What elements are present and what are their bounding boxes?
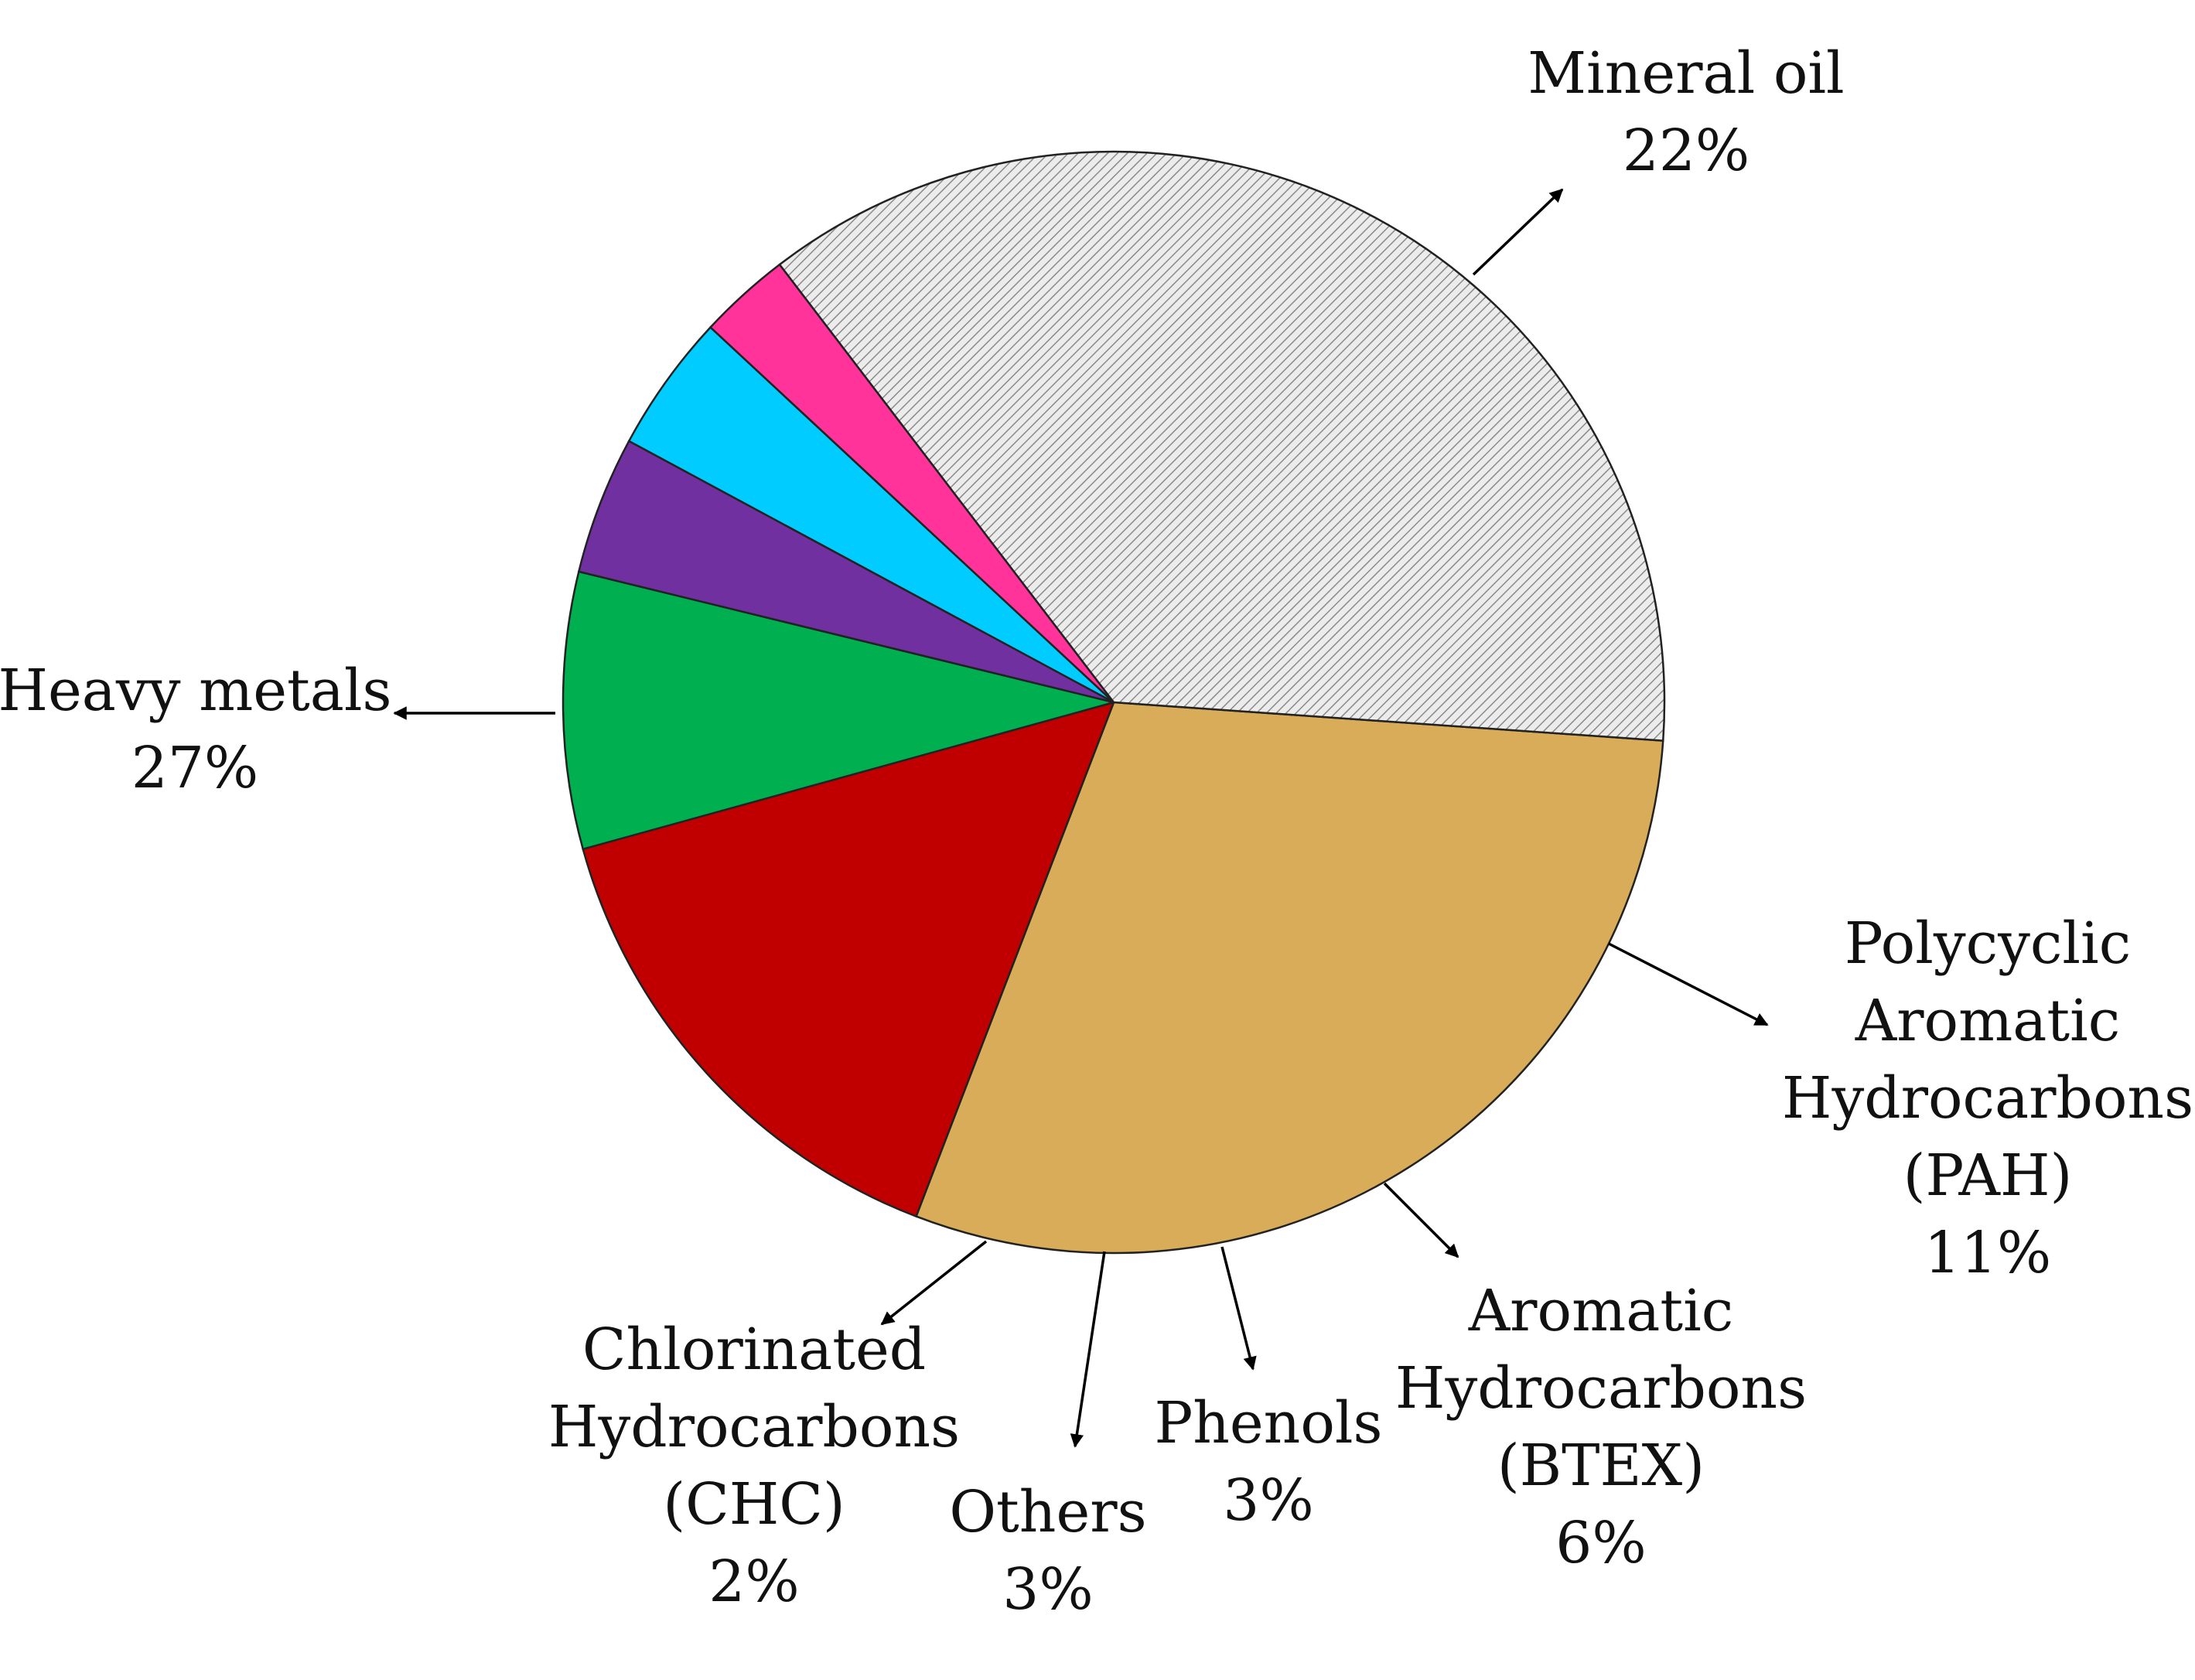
- value-label-btex: 6%: [1555, 1510, 1646, 1576]
- arrow-chc: [880, 1240, 988, 1326]
- pie-slice-pah: [582, 701, 1116, 1218]
- label-pah: Polycyclic Aromatic Hydrocarbons (PAH) 11%: [1782, 910, 2193, 1286]
- category-label-pah: Polycyclic: [1845, 910, 2131, 977]
- category-label-btex: (BTEX): [1497, 1432, 1705, 1499]
- category-label-phenols: Phenols: [1154, 1390, 1382, 1456]
- value-label-others: 3%: [1002, 1556, 1093, 1623]
- arrow-pah: [1608, 942, 1769, 1026]
- value-label-pah: 11%: [1924, 1220, 2051, 1286]
- category-label-heavy-metals: Heavy metals: [0, 657, 392, 724]
- label-chc: Chlorinated Hydrocarbons (CHC) 2%: [548, 1316, 960, 1615]
- value-label-heavy-metals: 27%: [131, 735, 258, 801]
- label-others: Others 3%: [949, 1479, 1146, 1623]
- category-label-pah: (PAH): [1903, 1142, 2073, 1209]
- category-label-chc: (CHC): [663, 1471, 845, 1538]
- arrow-btex: [1383, 1182, 1459, 1258]
- category-label-pah: Hydrocarbons: [1782, 1065, 2193, 1132]
- label-mineral-oil: Mineral oil 22%: [1528, 40, 1844, 184]
- pie-slice-mineral-oil: [914, 701, 1664, 1255]
- category-label-chc: Chlorinated: [582, 1316, 926, 1383]
- category-label-chc: Hydrocarbons: [548, 1394, 960, 1460]
- arrow-mineral-oil: [1472, 188, 1564, 276]
- value-label-chc: 2%: [708, 1549, 799, 1615]
- category-label-btex: Aromatic: [1468, 1278, 1734, 1344]
- label-phenols: Phenols 3%: [1154, 1390, 1382, 1534]
- pie-slice-btex: [562, 570, 1118, 851]
- label-heavy-metals: Heavy metals 27%: [0, 657, 392, 801]
- label-btex: Aromatic Hydrocarbons (BTEX) 6%: [1395, 1278, 1807, 1576]
- category-label-btex: Hydrocarbons: [1395, 1355, 1807, 1422]
- arrow-others: [1070, 1251, 1106, 1448]
- category-label-pah: Aromatic: [1855, 988, 2121, 1054]
- value-label-mineral-oil: 22%: [1623, 118, 1750, 184]
- pie-slice-heavy-metals: [778, 150, 1666, 743]
- category-label-mineral-oil: Mineral oil: [1528, 40, 1844, 107]
- pie-slice-phenols: [577, 439, 1115, 704]
- category-label-others: Others: [949, 1479, 1146, 1545]
- pie-slice-others: [627, 326, 1115, 704]
- value-label-phenols: 3%: [1223, 1467, 1313, 1534]
- arrow-phenols: [1220, 1246, 1257, 1371]
